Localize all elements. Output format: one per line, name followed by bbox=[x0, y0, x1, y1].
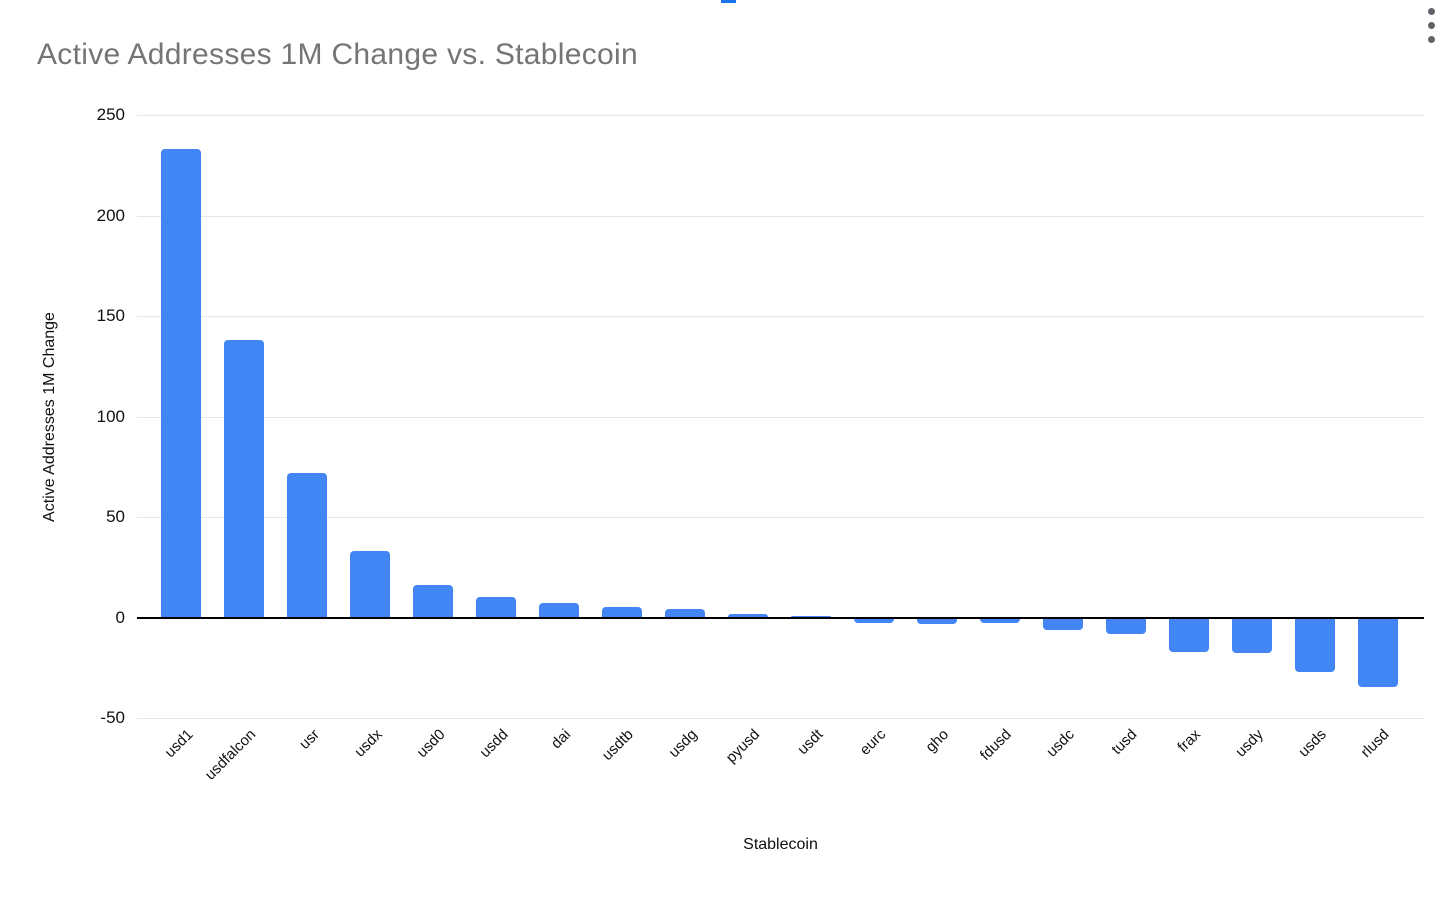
x-tick-label: usdfalcon bbox=[202, 726, 260, 784]
bar-usdc[interactable] bbox=[1042, 617, 1083, 630]
bar-slot bbox=[339, 115, 402, 718]
bar-slot bbox=[276, 115, 339, 718]
bar-usdfalcon[interactable] bbox=[224, 340, 265, 618]
y-tick-label: 0 bbox=[115, 607, 125, 627]
bar-usdtb[interactable] bbox=[602, 607, 643, 618]
x-axis-labels: usd1 usdfalcon usr usdx usd0 usdd dai usdtb usdg… bbox=[150, 726, 1409, 821]
x-tick-label: frax bbox=[1173, 726, 1204, 756]
y-tick-label: 150 bbox=[96, 306, 125, 325]
bars-layer bbox=[150, 115, 1409, 718]
x-tick-label: usdtb bbox=[599, 726, 638, 764]
gridline bbox=[137, 316, 1424, 317]
bar-usr[interactable] bbox=[287, 472, 328, 618]
x-tick-label: usdc bbox=[1043, 726, 1078, 761]
zero-axis-line bbox=[137, 616, 1424, 619]
bar-slot bbox=[591, 115, 654, 718]
bar-frax[interactable] bbox=[1168, 617, 1209, 652]
bar-usd1[interactable] bbox=[161, 149, 202, 618]
kebab-menu-icon bbox=[1427, 35, 1435, 43]
bar-slot bbox=[528, 115, 591, 718]
plot-area: usd1 usdfalcon usr usdx usd0 usdd dai usdtb usdg… bbox=[97, 105, 1424, 783]
gridline bbox=[137, 115, 1424, 116]
bar-slot bbox=[968, 115, 1031, 718]
kebab-menu-icon bbox=[1427, 7, 1435, 15]
bar-slot bbox=[780, 115, 843, 718]
bar-gho[interactable] bbox=[916, 617, 957, 624]
bar-dai[interactable] bbox=[539, 603, 580, 618]
bar-tusd[interactable] bbox=[1105, 617, 1146, 634]
y-tick-label: 100 bbox=[96, 406, 125, 426]
y-tick-label: 200 bbox=[96, 205, 125, 225]
bar-usds[interactable] bbox=[1294, 617, 1335, 672]
bar-rlusd[interactable] bbox=[1357, 617, 1398, 687]
kebab-menu-icon bbox=[1427, 21, 1435, 29]
gridline bbox=[137, 517, 1424, 518]
bar-slot bbox=[654, 115, 717, 718]
x-tick-label: tusd bbox=[1108, 726, 1141, 759]
bar-slot bbox=[1283, 115, 1346, 718]
bar-fdusd[interactable] bbox=[979, 617, 1020, 623]
gridline bbox=[137, 215, 1424, 217]
bar-slot bbox=[1094, 115, 1157, 718]
bar-slot bbox=[905, 115, 968, 718]
bar-slot bbox=[1031, 115, 1094, 718]
y-tick-label: 250 bbox=[96, 105, 125, 124]
gridline bbox=[137, 718, 1424, 719]
x-tick-label: eurc bbox=[856, 726, 889, 759]
x-tick-label: pyusd bbox=[722, 726, 764, 767]
y-tick-label: 50 bbox=[106, 507, 125, 526]
chart-options-menu-button[interactable] bbox=[1419, 2, 1443, 48]
bar-slot bbox=[213, 115, 276, 718]
y-tick-label: -50 bbox=[100, 708, 125, 727]
bar-usdg[interactable] bbox=[665, 609, 706, 618]
x-tick-label: usdx bbox=[350, 726, 386, 761]
bar-slot bbox=[1157, 115, 1220, 718]
bar-slot bbox=[717, 115, 780, 718]
gridline bbox=[137, 416, 1424, 418]
x-axis-title: Stablecoin bbox=[743, 836, 818, 853]
bar-pyusd[interactable] bbox=[728, 614, 769, 618]
x-tick-label: usd0 bbox=[413, 726, 449, 762]
bar-eurc[interactable] bbox=[853, 617, 894, 623]
x-tick-label: usdg bbox=[665, 726, 701, 762]
x-tick-label: usds bbox=[1295, 726, 1330, 761]
x-tick-label: usdy bbox=[1232, 726, 1267, 761]
bar-slot bbox=[842, 115, 905, 718]
bar-slot bbox=[402, 115, 465, 718]
bar-slot bbox=[1346, 115, 1409, 718]
bar-usdy[interactable] bbox=[1231, 617, 1272, 653]
x-tick-label: rlusd bbox=[1357, 726, 1393, 762]
x-tick-label: usr bbox=[295, 726, 323, 753]
x-tick-label: usd1 bbox=[161, 726, 197, 762]
x-tick-label: usdt bbox=[793, 726, 826, 759]
bar-slot bbox=[150, 115, 213, 718]
x-tick-label: usdd bbox=[476, 726, 512, 762]
x-tick-label: dai bbox=[548, 726, 575, 753]
bar-usdd[interactable] bbox=[476, 597, 517, 618]
x-tick-label: fdusd bbox=[976, 726, 1015, 764]
bar-usd0[interactable] bbox=[413, 585, 454, 618]
x-tick-label: gho bbox=[922, 726, 952, 756]
bar-slot bbox=[1220, 115, 1283, 718]
chart-selection-handle[interactable] bbox=[721, 0, 736, 3]
chart-title: Active Addresses 1M Change vs. Stablecoi… bbox=[37, 38, 638, 71]
bar-usdx[interactable] bbox=[350, 551, 391, 618]
bar-slot bbox=[465, 115, 528, 718]
